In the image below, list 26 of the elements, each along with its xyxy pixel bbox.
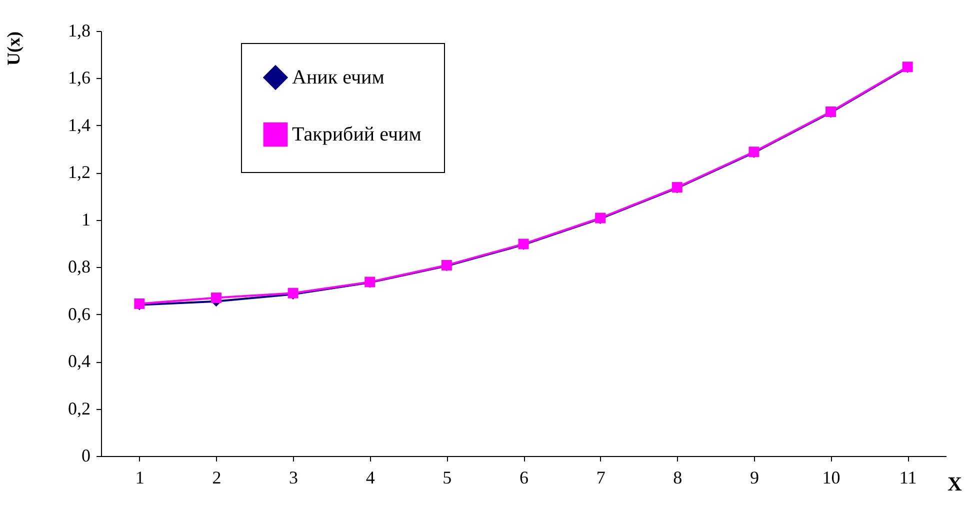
y-tick-label: 0,4 xyxy=(68,351,90,372)
y-tick-label: 1,6 xyxy=(68,68,90,88)
x-tick-label: 1 xyxy=(135,468,144,488)
y-tick-label: 0,2 xyxy=(68,398,90,418)
y-tick-label: 1 xyxy=(82,209,90,230)
x-tick-label: 3 xyxy=(289,468,298,488)
x-tick-label: 6 xyxy=(520,468,528,488)
x-tick-label: 5 xyxy=(442,468,452,488)
point xyxy=(210,292,222,304)
y-tick-label: 0,8 xyxy=(68,256,90,277)
x-tick-label: 9 xyxy=(750,468,759,488)
x-tick-label: 11 xyxy=(899,468,917,488)
y-tick-label: 0,6 xyxy=(68,304,90,324)
y-axis-title: U(x) xyxy=(4,32,24,66)
y-tick-label: 1,8 xyxy=(68,20,90,40)
y-tick-label: 0 xyxy=(82,446,90,466)
x-tick-label: 8 xyxy=(673,468,682,488)
y-tick-label: 1,2 xyxy=(68,162,90,182)
legend-label: Такрибий ечим xyxy=(292,124,422,146)
legend-label: Аник ечим xyxy=(292,66,385,88)
x-axis-title: X xyxy=(948,474,962,496)
x-tick-label: 7 xyxy=(596,468,606,488)
x-tick-label: 10 xyxy=(822,468,840,488)
x-tick-label: 2 xyxy=(212,468,222,488)
y-tick-label: 1,4 xyxy=(68,114,90,135)
x-tick-label: 4 xyxy=(366,468,375,488)
